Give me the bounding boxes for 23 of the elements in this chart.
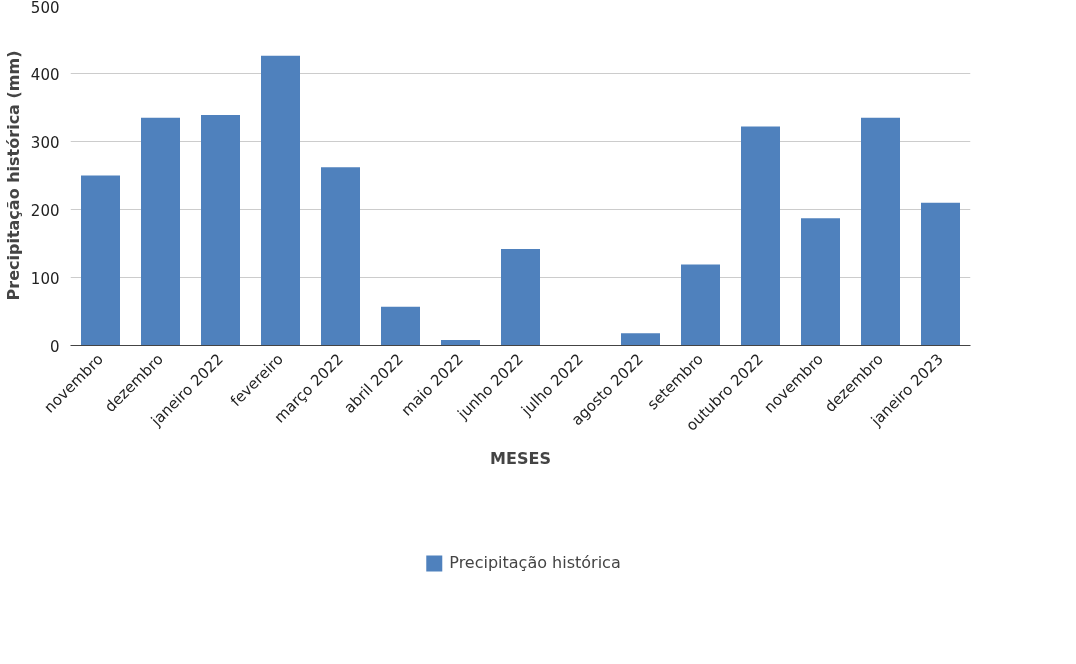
bar — [441, 340, 480, 346]
y-tick-label: 200 — [30, 201, 60, 220]
y-tick-label: 0 — [49, 337, 60, 356]
x-axis-title: MESES — [490, 449, 551, 469]
y-tick-label: 500 — [30, 0, 60, 17]
bar — [321, 167, 360, 346]
bar — [681, 264, 720, 346]
y-tick-label: 100 — [30, 269, 60, 288]
bar — [621, 333, 660, 346]
bar — [261, 55, 300, 346]
bar — [921, 202, 960, 346]
bar — [81, 175, 120, 346]
bar — [801, 218, 840, 346]
bar — [201, 114, 240, 346]
bar — [501, 248, 540, 346]
y-tick-label: 300 — [30, 133, 60, 152]
bar — [741, 126, 780, 346]
bar — [141, 117, 180, 346]
legend-label: Precipitação histórica — [449, 553, 621, 573]
y-axis-title: Precipitação histórica (mm) — [3, 50, 23, 301]
bar — [861, 117, 900, 346]
bar — [381, 306, 420, 346]
y-tick-label: 400 — [30, 65, 60, 84]
